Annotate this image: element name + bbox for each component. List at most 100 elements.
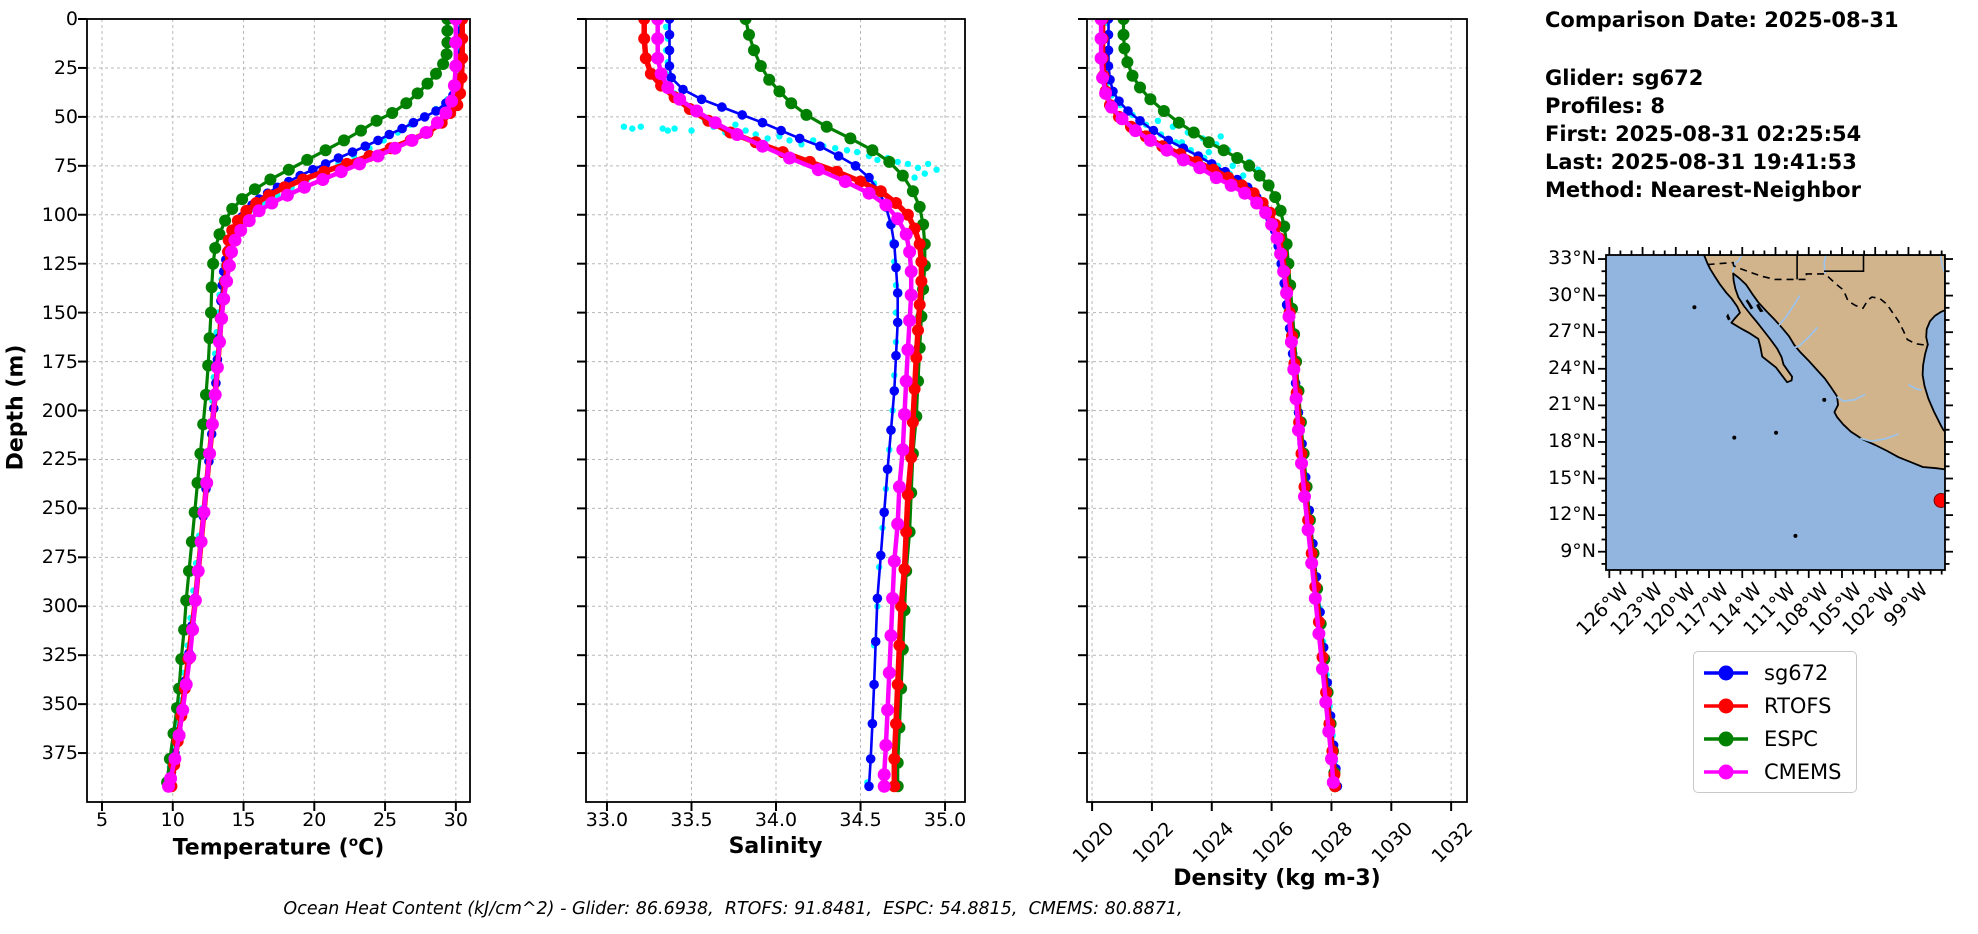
series-group-temperature — [161, 19, 469, 793]
map-river — [1731, 255, 1743, 273]
map-river — [1778, 295, 1801, 327]
map-island-dot — [1732, 435, 1737, 440]
map-lat-label: 33°N — [1548, 247, 1596, 270]
x-axis-title-temperature-sup: o — [348, 834, 359, 850]
map-island-dot — [1774, 430, 1779, 435]
legend-line-marker-icon — [1704, 731, 1748, 746]
info-comparison-date: Comparison Date: 2025-08-31 — [1545, 8, 1899, 32]
legend-entry-cmems: CMEMS — [1702, 760, 1848, 784]
map-island — [1745, 299, 1754, 310]
ytick-label-depth: 250 — [41, 497, 78, 520]
ytick-label-depth: 300 — [41, 595, 78, 618]
panel-temperature — [78, 18, 471, 811]
ytick-label-depth: 225 — [41, 448, 78, 471]
y-axis-title-depth: Depth (m) — [3, 344, 29, 471]
legend-entry-espc: ESPC — [1702, 727, 1848, 751]
ytick-label-depth: 75 — [53, 154, 78, 177]
map-river — [1794, 326, 1819, 349]
legend: sg672 RTOFS ESPC CMEMS — [1693, 651, 1857, 793]
ocean-heat-content-text: Ocean Heat Content (kJ/cm^2) - Glider: 8… — [283, 899, 1183, 919]
map-lat-label: 27°N — [1548, 320, 1596, 343]
map-island-dot — [1692, 305, 1697, 310]
info-first-time: First: 2025-08-31 02:25:54 — [1545, 122, 1862, 146]
map-river — [1939, 255, 1945, 273]
map-land — [1703, 255, 1945, 471]
x-axis-title-salinity: Salinity — [728, 834, 823, 859]
series-group-density — [1094, 19, 1343, 793]
info-panel: Comparison Date: 2025-08-31 Glider: sg67… — [1545, 6, 1899, 204]
map-border-solid — [1824, 255, 1865, 272]
series-sg672 — [664, 19, 903, 792]
x-axis-title-temperature-text: Temperature ( — [172, 835, 349, 861]
info-profiles: Profiles: 8 — [1545, 94, 1666, 118]
map-island — [1756, 303, 1764, 313]
ytick-label-depth: 125 — [41, 252, 78, 275]
xtick-label-temperature: 5 — [95, 809, 109, 831]
map-lat-label: 15°N — [1548, 466, 1596, 489]
ytick-label-depth: 0 — [65, 8, 78, 30]
series-CMEMS — [1094, 19, 1340, 789]
x-axis-title-temperature: Temperature (oC) — [87, 834, 470, 860]
ytick-label-depth: 375 — [41, 742, 78, 765]
map-lat-label: 12°N — [1548, 503, 1596, 526]
map-river — [1907, 383, 1922, 391]
ytick-label-depth: 100 — [41, 203, 78, 226]
map-lat-label: 18°N — [1548, 429, 1596, 452]
xtick-label-salinity: 34.0 — [754, 809, 798, 831]
map-river — [1860, 433, 1899, 443]
legend-entry-rtofs: RTOFS — [1702, 694, 1848, 718]
xtick-label-temperature: 15 — [231, 809, 256, 831]
legend-line-marker-icon — [1704, 764, 1748, 779]
ytick-label-depth: 175 — [41, 350, 78, 373]
ytick-label-depth: 325 — [41, 644, 78, 667]
info-last-time: Last: 2025-08-31 19:41:53 — [1545, 150, 1857, 174]
ytick-label-depth: 50 — [53, 105, 78, 128]
legend-label: CMEMS — [1764, 759, 1842, 784]
map-island — [1726, 313, 1731, 321]
series-group-salinity — [620, 19, 940, 793]
map-lat-label: 21°N — [1548, 393, 1596, 416]
legend-label: RTOFS — [1764, 693, 1832, 718]
map-panel — [1598, 247, 1953, 578]
xtick-label-temperature: 10 — [160, 809, 185, 831]
glider-position-marker — [1933, 492, 1945, 508]
legend-label: sg672 — [1764, 660, 1829, 685]
ytick-label-depth: 200 — [41, 399, 78, 422]
series-ESPC — [739, 19, 931, 793]
legend-line-marker-icon — [1704, 698, 1748, 713]
series-CMEMS — [651, 19, 918, 793]
map-lat-label: 9°N — [1560, 539, 1596, 562]
xtick-label-salinity: 33.0 — [585, 809, 629, 831]
map-lat-label: 24°N — [1548, 356, 1596, 379]
ytick-label-depth: 350 — [41, 693, 78, 716]
xtick-label-salinity: 35.0 — [923, 809, 967, 831]
panel-salinity — [577, 18, 966, 811]
ytick-label-depth: 150 — [41, 301, 78, 324]
legend-entry-sg672: sg672 — [1702, 661, 1848, 685]
panel-density — [1078, 18, 1468, 811]
series-ESPC — [161, 19, 454, 789]
info-glider: Glider: sg672 — [1545, 66, 1704, 90]
map-content — [1606, 255, 1945, 570]
map-island-dot — [1793, 533, 1798, 538]
map-border-dashed — [1707, 261, 1929, 346]
map-river — [1823, 255, 1827, 274]
xtick-label-temperature: 20 — [302, 809, 327, 831]
x-axis-title-density: Density (kg m-3) — [1173, 866, 1381, 891]
series-CMEMS — [162, 19, 463, 793]
x-axis-title-temperature-unit: C) — [358, 835, 385, 861]
xtick-label-salinity: 34.5 — [839, 809, 882, 831]
map-lat-label: 30°N — [1548, 283, 1596, 306]
legend-label: ESPC — [1764, 726, 1818, 751]
map-island-dot — [1822, 397, 1827, 402]
xtick-label-salinity: 33.5 — [670, 809, 713, 831]
ytick-label-depth: 25 — [53, 56, 78, 79]
ytick-label-depth: 275 — [41, 546, 78, 569]
xtick-label-temperature: 30 — [443, 809, 468, 831]
legend-line-marker-icon — [1704, 665, 1748, 680]
xtick-label-temperature: 25 — [372, 809, 398, 831]
map-river — [1836, 393, 1866, 402]
info-method: Method: Nearest-Neighbor — [1545, 178, 1861, 202]
